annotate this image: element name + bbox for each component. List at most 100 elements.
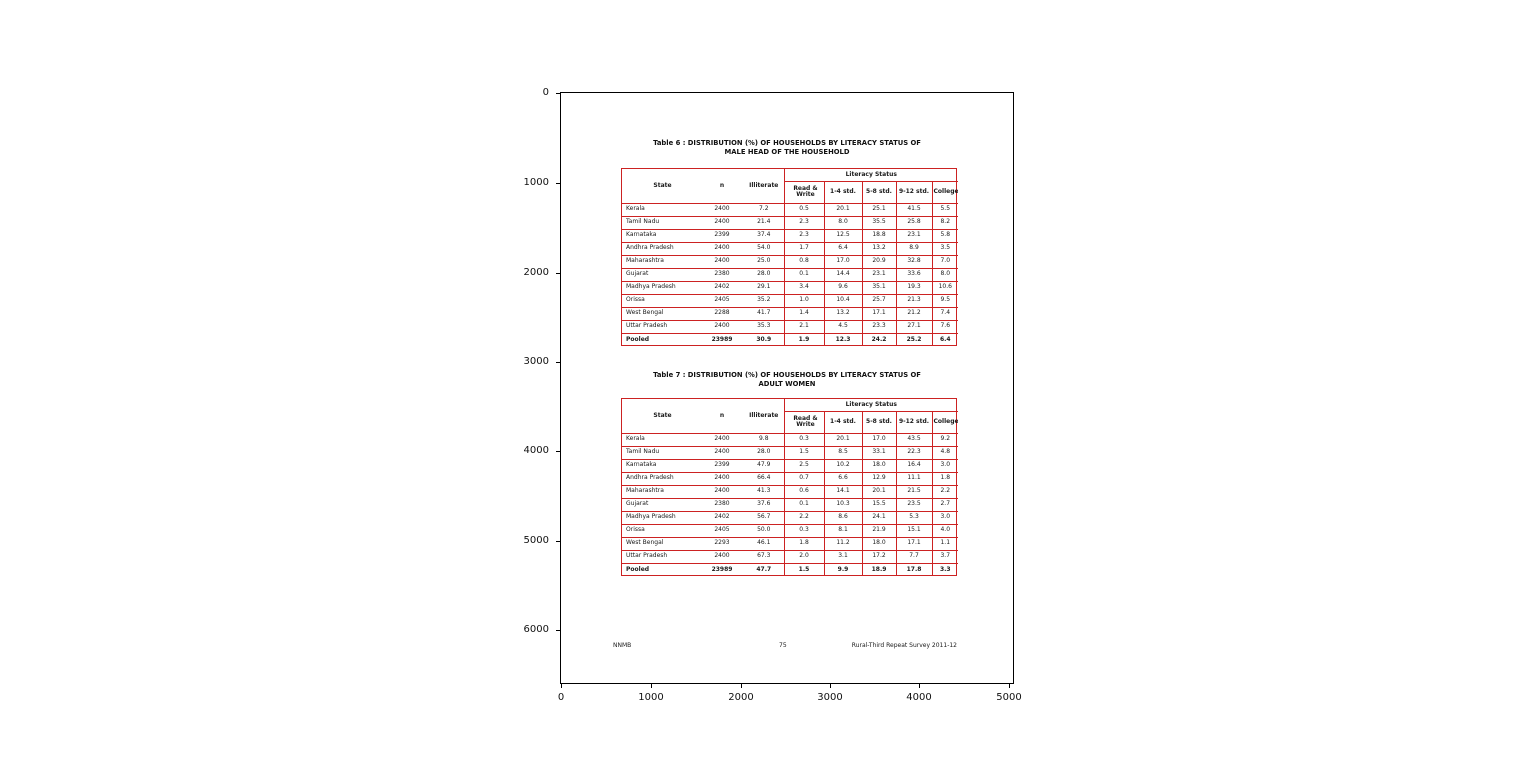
col-header-9-12-std: 9-12 std. xyxy=(895,181,932,203)
table-cell: 16.4 xyxy=(895,458,932,472)
table-cell: 2.1 xyxy=(783,319,824,333)
table6-title-line2: MALE HEAD OF THE HOUSEHOLD xyxy=(724,147,850,156)
tick-mark xyxy=(556,92,560,94)
table-cell: Maharashtra xyxy=(622,254,700,268)
col-header-college: College xyxy=(931,411,959,433)
table-row: Maharashtra 2400 41.3 0.6 14.1 20.1 21.5 2.2 xyxy=(622,484,959,498)
table-cell: 1.4 xyxy=(783,306,824,320)
table-cell: 11.1 xyxy=(895,471,932,485)
table-cell: Gujarat xyxy=(622,497,700,511)
table-cell: 2400 xyxy=(700,215,744,229)
table-cell: 8.0 xyxy=(931,267,959,281)
table-cell: 50.0 xyxy=(744,523,784,537)
table-cell: 15.1 xyxy=(895,523,932,537)
table-cell: 37.6 xyxy=(744,497,784,511)
table-cell: 2380 xyxy=(700,267,744,281)
tick-mark xyxy=(556,450,560,452)
table-cell: 2400 xyxy=(700,202,744,216)
y-axis-tick-label: 2000 xyxy=(523,267,549,278)
tick-mark xyxy=(829,684,831,688)
table-cell: Kerala xyxy=(622,432,700,446)
x-axis-tick-label: 0 xyxy=(557,692,565,703)
table-cell: 21.3 xyxy=(895,293,932,307)
table-cell: 12.3 xyxy=(823,332,862,346)
table-row: Madhya Pradesh 2402 29.1 3.4 9.6 35.1 19.3 10.6 xyxy=(622,280,959,294)
table-cell: 12.9 xyxy=(861,471,896,485)
table-row: Tamil Nadu 2400 21.4 2.3 8.0 35.5 25.8 8.2 xyxy=(622,215,959,229)
table-cell: 35.2 xyxy=(744,293,784,307)
table-cell: 1.0 xyxy=(783,293,824,307)
table-cell: 28.0 xyxy=(744,267,784,281)
table-cell: 41.7 xyxy=(744,306,784,320)
table-cell: 9.9 xyxy=(823,562,862,576)
x-axis-tick-label: 5000 xyxy=(996,692,1022,703)
table-cell: 23.5 xyxy=(895,497,932,511)
table7: State n Illiterate Literacy Status Read … xyxy=(622,399,959,576)
table-cell: 22.3 xyxy=(895,445,932,459)
tick-mark xyxy=(918,684,920,688)
table-cell: 12.5 xyxy=(823,228,862,242)
table-cell: 6.4 xyxy=(931,332,959,346)
x-axis-tick-label: 1000 xyxy=(638,692,664,703)
table-cell: 0.6 xyxy=(783,484,824,498)
table-cell: 2400 xyxy=(700,471,744,485)
table-cell: 25.1 xyxy=(861,202,896,216)
tick-mark xyxy=(556,540,560,542)
table-cell: 20.9 xyxy=(861,254,896,268)
table-row: Gujarat 2380 37.6 0.1 10.3 15.5 23.5 2.7 xyxy=(622,497,959,511)
table-row: Orissa 2405 35.2 1.0 10.4 25.7 21.3 9.5 xyxy=(622,293,959,307)
col-header-5-8-std: 5-8 std. xyxy=(861,411,896,433)
table-cell: 2402 xyxy=(700,280,744,294)
table-cell: 18.8 xyxy=(861,228,896,242)
table-cell: 33.1 xyxy=(861,445,896,459)
table-cell: 0.3 xyxy=(783,523,824,537)
table-cell: 8.5 xyxy=(823,445,862,459)
table-cell: 14.4 xyxy=(823,267,862,281)
x-axis-tick-label: 2000 xyxy=(728,692,754,703)
table-cell: 30.9 xyxy=(744,332,784,346)
table-cell: 2400 xyxy=(700,549,744,563)
table-cell: 6.4 xyxy=(823,241,862,255)
col-header-state: State xyxy=(653,411,672,419)
table-cell: 0.1 xyxy=(783,267,824,281)
table-row: Kerala 2400 7.2 0.5 20.1 25.1 41.5 5.5 xyxy=(622,202,959,216)
table-cell: 20.1 xyxy=(823,202,862,216)
table-cell: 10.3 xyxy=(823,497,862,511)
table-cell: 18.0 xyxy=(861,536,896,550)
table-cell: 17.8 xyxy=(895,562,932,576)
table-cell: 8.0 xyxy=(823,215,862,229)
table-cell: 9.2 xyxy=(931,432,959,446)
table-cell: 2.3 xyxy=(783,215,824,229)
table-cell: 13.2 xyxy=(861,241,896,255)
table-cell: Andhra Pradesh xyxy=(622,471,700,485)
col-header-illiterate: Illiterate xyxy=(749,181,779,189)
table-cell: 35.1 xyxy=(861,280,896,294)
table-cell: 7.6 xyxy=(931,319,959,333)
table-cell: 18.9 xyxy=(861,562,896,576)
table-cell: 23.1 xyxy=(861,267,896,281)
table-cell: 9.8 xyxy=(744,432,784,446)
table-cell: 41.3 xyxy=(744,484,784,498)
table-cell: 37.4 xyxy=(744,228,784,242)
table-cell: 7.2 xyxy=(744,202,784,216)
table-cell: 17.0 xyxy=(861,432,896,446)
table-row: Kerala 2400 9.8 0.3 20.1 17.0 43.5 9.2 xyxy=(622,432,959,446)
table-cell: Andhra Pradesh xyxy=(622,241,700,255)
footer-org-label: NNMB xyxy=(613,642,632,649)
table-cell: 17.0 xyxy=(823,254,862,268)
table-cell: 47.7 xyxy=(744,562,784,576)
table-cell: 2399 xyxy=(700,228,744,242)
table-cell: 23989 xyxy=(700,332,744,346)
table-cell: 17.1 xyxy=(861,306,896,320)
table-cell: 23.1 xyxy=(895,228,932,242)
table-row: Maharashtra 2400 25.0 0.8 17.0 20.9 32.8 7.0 xyxy=(622,254,959,268)
table-cell: 2400 xyxy=(700,241,744,255)
table7-title-line2: ADULT WOMEN xyxy=(758,379,816,388)
table-cell: 1.1 xyxy=(931,536,959,550)
table-cell: 13.2 xyxy=(823,306,862,320)
table-cell: 17.1 xyxy=(895,536,932,550)
y-axis-tick-label: 6000 xyxy=(523,624,549,635)
table-cell: 2.5 xyxy=(783,458,824,472)
table-cell: 1.7 xyxy=(783,241,824,255)
table-cell: 19.3 xyxy=(895,280,932,294)
